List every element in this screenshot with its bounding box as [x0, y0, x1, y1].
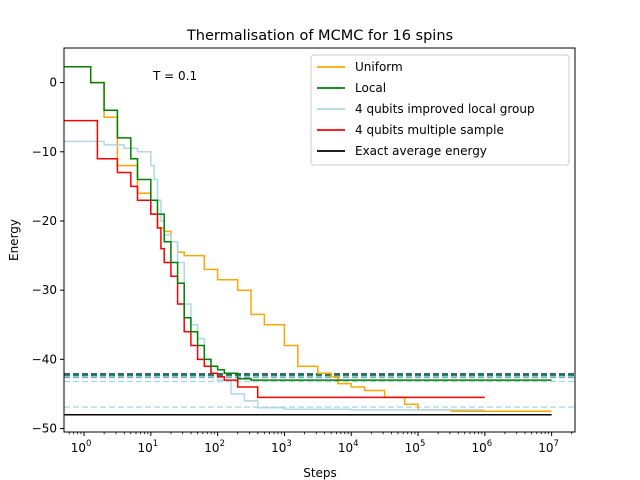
- plot-frame: [63, 47, 576, 433]
- legend-label-4: Exact average energy: [355, 144, 487, 158]
- y-tick-label-3: −30: [32, 283, 57, 297]
- legend-label-2: 4 qubits improved local group: [355, 102, 535, 116]
- x-axis-title: Steps: [303, 466, 337, 480]
- x-tick-label-4: 104: [338, 439, 359, 455]
- x-tick-label-0: 100: [71, 439, 92, 455]
- series-line-local: [64, 65, 552, 381]
- legend: Uniform Local 4 qubits improved local grou…: [310, 54, 570, 166]
- y-tick-label-0: 0: [49, 76, 57, 90]
- legend-label-0: Uniform: [355, 60, 403, 74]
- y-tick-label-2: −20: [32, 214, 57, 228]
- x-tick-label-7: 107: [538, 439, 559, 455]
- series-line-uniform: [64, 65, 552, 412]
- y-tick-label-5: −50: [32, 422, 57, 436]
- legend-box: [310, 54, 570, 166]
- legend-label-1: Local: [355, 81, 386, 95]
- y-tick-label-4: −40: [32, 352, 57, 366]
- legend-label-3: 4 qubits multiple sample: [355, 123, 504, 137]
- x-tick-label-1: 101: [137, 439, 158, 455]
- y-tick-label-1: −10: [32, 145, 57, 159]
- x-tick-label-5: 105: [405, 439, 426, 455]
- y-axis-title: Energy: [7, 219, 21, 261]
- series-line-4-qubits-multiple-sample: [64, 119, 485, 399]
- x-tick-label-3: 103: [271, 439, 292, 455]
- chart-title: Thermalisation of MCMC for 16 spins: [186, 28, 453, 44]
- x-tick-label-6: 106: [471, 439, 492, 455]
- x-tick-label-2: 102: [204, 439, 225, 455]
- temperature-annotation: T = 0.1: [152, 69, 197, 83]
